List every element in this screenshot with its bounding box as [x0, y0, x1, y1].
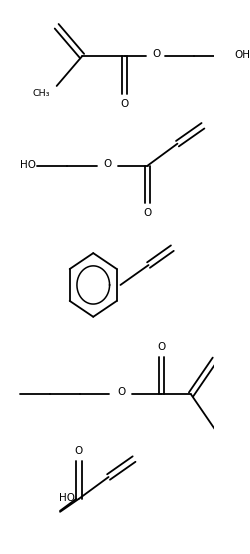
Text: OH: OH: [234, 50, 250, 60]
Text: O: O: [157, 342, 166, 352]
Text: HO: HO: [20, 160, 36, 170]
Text: HO: HO: [59, 493, 75, 503]
Text: O: O: [120, 99, 129, 109]
Text: O: O: [152, 49, 160, 59]
Text: O: O: [117, 387, 125, 397]
Text: CH₃: CH₃: [32, 89, 50, 99]
Text: O: O: [75, 446, 83, 456]
Text: O: O: [144, 208, 152, 218]
Text: O: O: [104, 158, 112, 168]
